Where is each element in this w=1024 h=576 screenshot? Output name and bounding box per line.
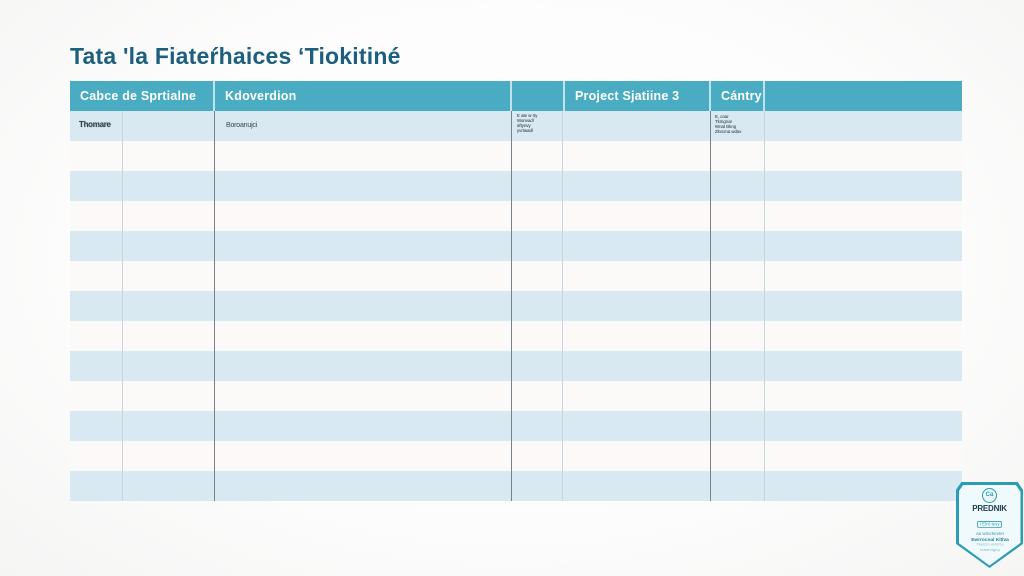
first-row-kdoverdion-cell: Boroanujci bbox=[226, 122, 258, 129]
column-header-empty-1 bbox=[512, 81, 565, 111]
badge-line: au wrnchevrel bbox=[975, 531, 1004, 537]
column-header-empty-2 bbox=[765, 81, 962, 111]
notes-line: E ate w rty bbox=[517, 114, 538, 119]
badge-text-lines: au wrnchevrel Ewrrocnal Kitlva Tkercm wv… bbox=[959, 532, 1021, 553]
grid-line-col4 bbox=[710, 111, 711, 501]
notes-line: Wonvadl bbox=[517, 119, 534, 124]
first-row-name-cell: Thomare bbox=[79, 120, 111, 129]
notes-line: aftynvy bbox=[517, 124, 531, 129]
column-header-kdoverdion: Kdoverdion bbox=[215, 81, 512, 111]
grid-line-col1 bbox=[214, 111, 215, 501]
column-header-cabce-de-sprtialne: Cabce de Sprtialne bbox=[70, 81, 215, 111]
badge-subtitle: I Elr'é texy bbox=[977, 520, 1002, 528]
cantry-line: E, cnar bbox=[715, 115, 729, 120]
badge-line: Ewrrocnal Kitlva bbox=[970, 536, 1009, 542]
grid-line-col3 bbox=[562, 111, 563, 501]
notes-line: yvrtwadl bbox=[517, 129, 533, 134]
first-row-cantry-cell: E, cnar Tkmgnar Wnat Bkng Zkvcma wdav bbox=[715, 115, 765, 135]
cantry-line: Zkvcma wdav bbox=[715, 130, 742, 135]
badge-title: PREDNIK bbox=[972, 503, 1007, 513]
first-row-notes-cell: E ate w rty Wonvadl aftynvy yvrtwadl bbox=[517, 114, 567, 134]
badge-line: Tkercm wvtc'ce bbox=[975, 541, 1004, 547]
grid-line-col5 bbox=[764, 111, 765, 501]
data-table: Cabce de Sprtialne Kdoverdion Project Sj… bbox=[70, 81, 962, 501]
table-header-row: Cabce de Sprtialne Kdoverdion Project Sj… bbox=[70, 81, 962, 111]
column-header-project-sjatiine: Project Sjatiine 3 bbox=[565, 81, 711, 111]
table-body: Thomare Boroanujci E ate w rty Wonvadl a… bbox=[70, 111, 962, 501]
cantry-line: Wnat Bkng bbox=[715, 125, 737, 130]
badge-monogram-icon: Ca bbox=[982, 487, 997, 503]
cantry-line: Tkmgnar bbox=[715, 120, 733, 125]
badge-shield: Ca PREDNIK I Elr'é texy au wrnchevrel Ew… bbox=[958, 484, 1021, 566]
page-title: Tata 'la Fiateŕhaices ‘Tiokitiné bbox=[70, 43, 401, 69]
grid-line-col2 bbox=[511, 111, 512, 501]
grid-line-inner-faint bbox=[122, 111, 123, 501]
watermark-badge: Ca PREDNIK I Elr'é texy au wrnchevrel Ew… bbox=[956, 482, 1023, 568]
badge-line: mawrvtglcy bbox=[979, 547, 1000, 552]
column-header-cantry: Cántry bbox=[711, 81, 765, 111]
